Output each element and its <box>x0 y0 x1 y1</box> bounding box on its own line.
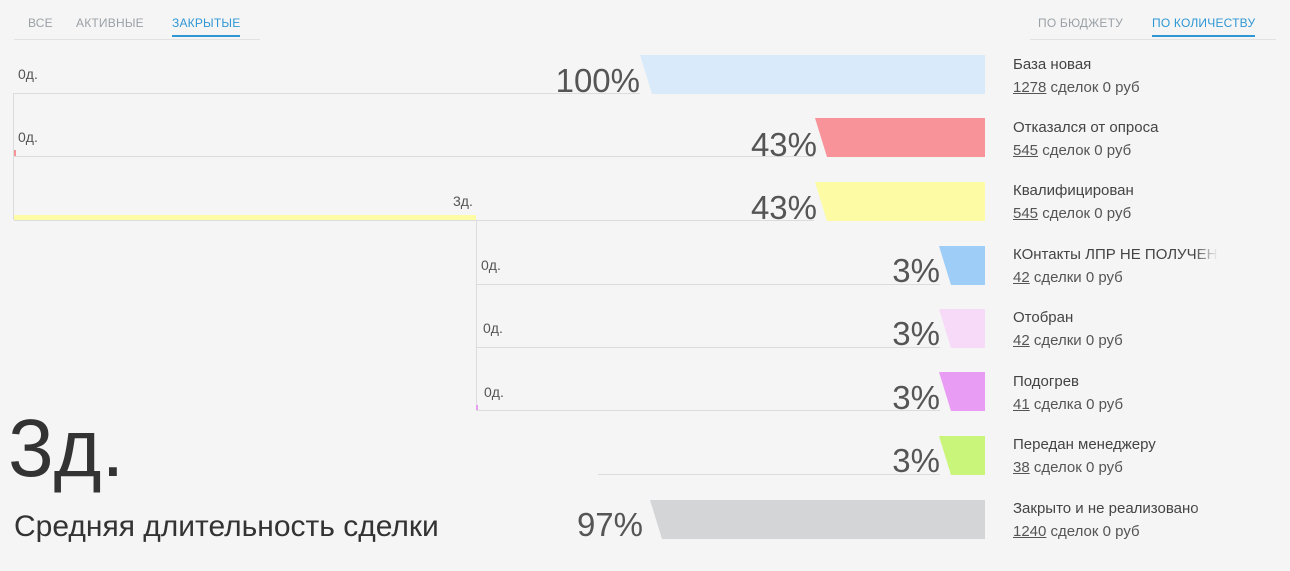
funnel-bar-peredan <box>939 436 985 475</box>
stage-deals: 1240 сделок 0 руб <box>1013 523 1140 540</box>
mode-tabs: ПО БЮДЖЕТУ ПО КОЛИЧЕСТВУ <box>1030 0 1276 40</box>
avg-duration-value: 3д. <box>8 403 125 494</box>
stage-percent: 97% <box>576 506 643 543</box>
stage-divider <box>476 284 940 285</box>
stage-name: Передан менеджеру <box>1013 436 1218 453</box>
tab-all[interactable]: ВСЕ <box>28 16 53 30</box>
stage-duration: 0д. <box>18 66 38 82</box>
stage-divider <box>598 474 940 475</box>
stage-duration: 0д. <box>483 320 503 336</box>
duration-marker <box>14 150 16 156</box>
stage-deals: 41 сделка 0 руб <box>1013 396 1124 413</box>
timeline-connector <box>13 93 14 220</box>
stage-percent: 43% <box>750 189 817 226</box>
stage-deals: 545 сделок 0 руб <box>1013 142 1132 159</box>
deals-count-link[interactable]: 42 <box>1013 332 1030 349</box>
stage-duration: 0д. <box>481 257 501 273</box>
deals-count-link[interactable]: 1278 <box>1013 79 1047 96</box>
stage-divider <box>476 410 940 411</box>
stage-name: Подогрев <box>1013 373 1218 390</box>
stage-name: Отобран <box>1013 309 1218 326</box>
funnel-bar-baza-novaya <box>640 55 985 94</box>
funnel-bar-kontakty <box>939 246 985 285</box>
stage-duration: 0д. <box>18 129 38 145</box>
stage-name: Квалифицирован <box>1013 182 1218 199</box>
deals-count-link[interactable]: 42 <box>1013 269 1030 286</box>
funnel-bar-zakryto <box>650 500 985 539</box>
status-tabs: ВСЕ АКТИВНЫЕ ЗАКРЫТЫЕ <box>14 0 260 40</box>
deals-count-link[interactable]: 38 <box>1013 459 1030 476</box>
tab-closed[interactable]: ЗАКРЫТЫЕ <box>172 16 241 37</box>
stage-percent: 3% <box>892 442 940 479</box>
deals-count-link[interactable]: 1240 <box>1013 523 1047 540</box>
stage-divider <box>14 93 640 94</box>
funnel-bar-otkazalsya <box>815 118 985 157</box>
duration-marker <box>476 405 478 410</box>
deals-count-link[interactable]: 545 <box>1013 142 1039 159</box>
stage-name: База новая <box>1013 56 1218 73</box>
stage-name: КОнтакты ЛПР НЕ ПОЛУЧЕНЫ <box>1013 246 1218 263</box>
stage-percent: 100% <box>555 62 640 99</box>
stage-name: Отказался от опроса <box>1013 119 1218 136</box>
stage-percent: 3% <box>892 379 940 416</box>
stage-divider <box>14 156 814 157</box>
stage-duration: 3д. <box>453 193 473 209</box>
stage-deals: 42 сделки 0 руб <box>1013 332 1123 349</box>
timeline-connector <box>476 220 477 410</box>
funnel-bar-podogrev <box>939 372 985 411</box>
stage-divider <box>14 220 814 221</box>
duration-bar <box>14 215 476 220</box>
stage-name: Закрыто и не реализовано <box>1013 500 1218 517</box>
stage-percent: 43% <box>750 126 817 163</box>
funnel-bar-kvalifitsirovan <box>815 182 985 221</box>
deals-count-link[interactable]: 545 <box>1013 205 1039 222</box>
stage-duration: 0д. <box>484 384 504 400</box>
tab-by-count[interactable]: ПО КОЛИЧЕСТВУ <box>1152 16 1256 37</box>
funnel-bar-otobran <box>939 309 985 348</box>
tab-active[interactable]: АКТИВНЫЕ <box>76 16 144 30</box>
stage-deals: 42 сделки 0 руб <box>1013 269 1123 286</box>
deals-count-link[interactable]: 41 <box>1013 396 1030 413</box>
stage-percent: 3% <box>892 252 940 289</box>
avg-duration-caption: Средняя длительность сделки <box>14 510 439 543</box>
stage-deals: 545 сделок 0 руб <box>1013 205 1132 222</box>
stage-deals: 1278 сделок 0 руб <box>1013 79 1140 96</box>
stage-deals: 38 сделок 0 руб <box>1013 459 1123 476</box>
stage-percent: 3% <box>892 315 940 352</box>
tab-by-budget[interactable]: ПО БЮДЖЕТУ <box>1038 16 1123 30</box>
stage-divider <box>476 347 940 348</box>
